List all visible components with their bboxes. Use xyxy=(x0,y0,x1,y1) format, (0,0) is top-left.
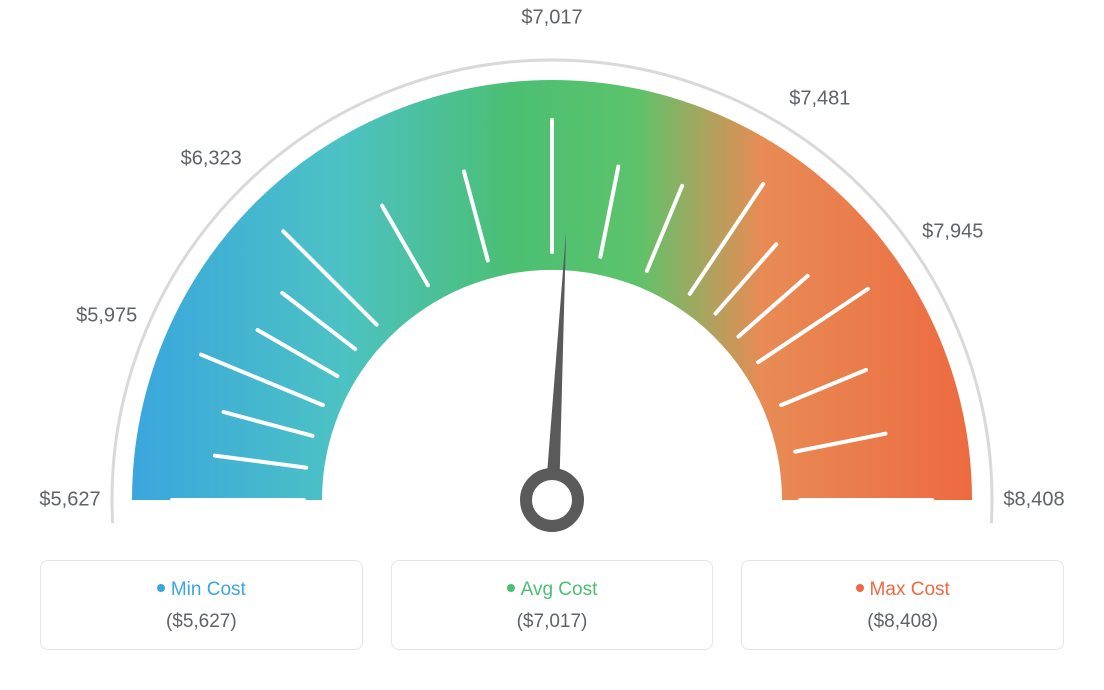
max-cost-value: ($8,408) xyxy=(752,611,1053,633)
min-cost-value: ($5,627) xyxy=(51,611,352,633)
gauge-tick-label: $7,945 xyxy=(922,221,983,244)
gauge-tick-label: $6,323 xyxy=(181,148,242,171)
min-cost-title: Min Cost xyxy=(51,579,352,601)
gauge-tick-label: $7,017 xyxy=(521,7,582,30)
gauge-tick-label: $8,408 xyxy=(1003,489,1064,512)
min-cost-title-text: Min Cost xyxy=(171,579,246,600)
gauge-tick-label: $5,975 xyxy=(76,304,137,327)
gauge-tick-label: $5,627 xyxy=(39,489,100,512)
max-cost-title: Max Cost xyxy=(752,579,1053,601)
avg-cost-card: Avg Cost ($7,017) xyxy=(391,560,714,650)
avg-cost-title: Avg Cost xyxy=(402,579,703,601)
min-dot-icon xyxy=(157,584,165,592)
max-cost-title-text: Max Cost xyxy=(870,579,950,600)
avg-cost-value: ($7,017) xyxy=(402,611,703,633)
max-dot-icon xyxy=(856,584,864,592)
gauge-tick-label: $7,481 xyxy=(789,88,850,111)
max-cost-card: Max Cost ($8,408) xyxy=(741,560,1064,650)
summary-cards: Min Cost ($5,627) Avg Cost ($7,017) Max … xyxy=(0,560,1104,670)
min-cost-card: Min Cost ($5,627) xyxy=(40,560,363,650)
avg-cost-title-text: Avg Cost xyxy=(521,579,598,600)
avg-dot-icon xyxy=(507,584,515,592)
gauge-svg xyxy=(0,0,1104,560)
gauge-chart: $5,627 $5,975 $6,323 $7,017 $7,481 $7,945 $8,4… xyxy=(0,0,1104,560)
